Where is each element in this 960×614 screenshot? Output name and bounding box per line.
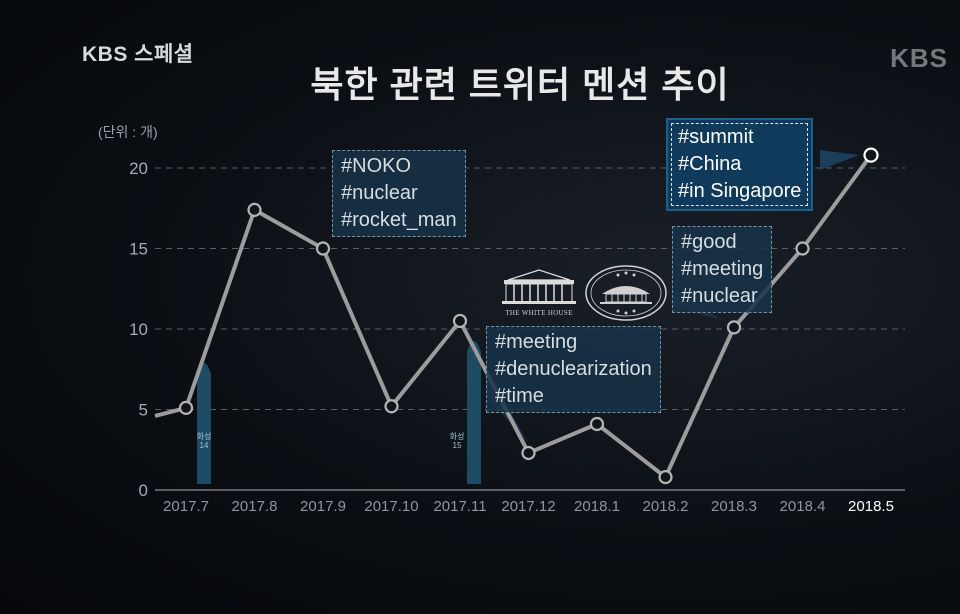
brand-logo-left: KBS 스페셜	[82, 43, 194, 66]
x-tick-label: 2017.9	[300, 498, 346, 515]
annotation-tag: #denuclearization	[495, 358, 652, 380]
annotation-tag: #meeting	[681, 258, 764, 280]
blue-house-seal-icon	[585, 265, 667, 321]
missile-icon	[197, 363, 211, 484]
missile-label-hwasong-15: 화성 15	[449, 432, 465, 450]
white-house-caption: THE WHITE HOUSE	[505, 309, 573, 317]
annotation-tag: #summit	[678, 126, 754, 148]
data-point	[452, 313, 468, 329]
annotation-tag: #China	[678, 153, 742, 175]
x-tick-label: 2017.12	[501, 498, 555, 515]
annotation-tag: #NOKO	[341, 155, 412, 177]
brand-logo-right: KBS	[890, 43, 948, 73]
missile-label-line2: 15	[452, 441, 462, 450]
data-point	[247, 202, 262, 217]
data-point	[795, 241, 810, 256]
x-tick-label: 2017.8	[232, 498, 278, 515]
x-tick-label: 2018.3	[711, 498, 757, 515]
annotation-box-2018-5: #summit #China #in Singapore	[666, 118, 814, 211]
axis-ticks: 0 5 10 15 20 2017.7 2017.8 2017.9 2017.10 2017.11…	[129, 159, 894, 515]
annotation-box-2017-12: #meeting #denuclearization #time	[486, 326, 661, 413]
x-tick-label: 2017.11	[433, 498, 486, 515]
annotation-tag: #rocket_man	[341, 209, 457, 231]
annotation-tag: #in Singapore	[678, 180, 802, 202]
x-tick-label: 2017.10	[364, 498, 418, 515]
chart-title: 북한 관련 트위터 멘션 추이	[310, 64, 730, 105]
missile-label-line2: 14	[199, 441, 209, 450]
data-points	[178, 147, 879, 485]
y-tick-label: 5	[139, 401, 148, 420]
white-house-icon	[502, 269, 576, 304]
annotation-box-2018-4: #good #meeting #nuclear	[672, 226, 773, 313]
data-point	[658, 470, 673, 485]
y-axis-unit-label: (단위 : 개)	[98, 124, 158, 140]
annotation-tag: #nuclear	[681, 285, 758, 307]
data-point	[589, 416, 605, 432]
x-tick-label: 2018.4	[780, 498, 826, 515]
missile-markers	[197, 341, 481, 484]
missile-label-line1: 화성	[196, 432, 212, 441]
x-tick-label: 2018.2	[643, 498, 689, 515]
annotation-tag: #meeting	[495, 331, 578, 353]
y-tick-label: 10	[129, 320, 148, 339]
x-tick-label: 2017.7	[163, 498, 209, 515]
data-point	[726, 320, 742, 335]
missile-icon	[467, 341, 481, 484]
blue-house-seal	[584, 264, 668, 327]
white-house-logo: THE WHITE HOUSE	[500, 268, 578, 317]
annotation-box-2017-8: #NOKO #nuclear #rocket_man	[332, 150, 466, 237]
callout-pointer	[820, 150, 859, 170]
data-point	[863, 147, 879, 163]
x-tick-label: 2018.5	[848, 498, 894, 515]
y-tick-label: 20	[129, 159, 148, 178]
data-point	[315, 241, 331, 256]
data-point	[521, 445, 536, 461]
annotation-tag: #good	[681, 231, 737, 253]
y-tick-label: 15	[129, 240, 148, 259]
missile-label-line1: 화성	[449, 432, 465, 441]
missile-label-hwasong-14: 화성 14	[196, 432, 212, 450]
callout-pointer	[486, 370, 529, 443]
annotation-tag: #nuclear	[341, 182, 418, 204]
annotation-tag: #time	[495, 385, 544, 407]
y-tick-label: 0	[139, 481, 148, 500]
x-tick-label: 2018.1	[574, 498, 620, 515]
data-point	[178, 400, 194, 415]
data-point	[384, 399, 399, 414]
